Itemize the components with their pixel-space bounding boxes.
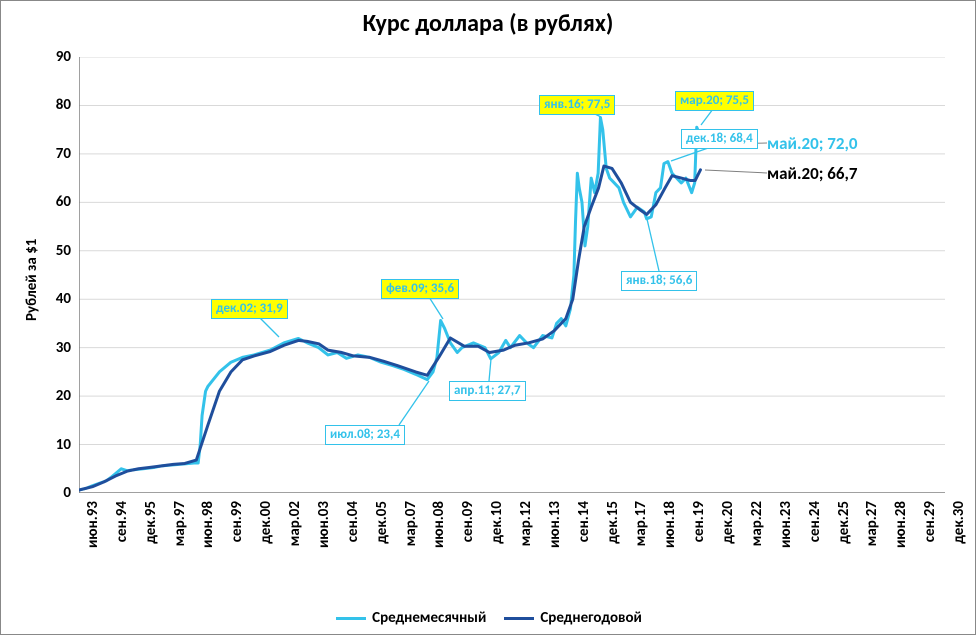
x-tick-label: дек.95 (142, 501, 160, 561)
y-axis-label: Рублей за $1 (23, 239, 41, 321)
legend-swatch (336, 617, 366, 620)
x-tick-label: мар.22 (748, 501, 766, 561)
plot-area (79, 57, 945, 493)
x-tick-label: июн.28 (892, 501, 910, 561)
data-callout: янв.18; 56,6 (621, 271, 697, 291)
data-callout: дек.18; 68,4 (681, 129, 758, 149)
series-end-label: май.20; 72,0 (767, 133, 858, 154)
data-callout: янв.16; 77,5 (539, 95, 615, 115)
x-tick-label: мар.27 (863, 501, 881, 561)
x-tick-label: дек.00 (257, 501, 275, 561)
data-callout: апр.11; 27,7 (449, 381, 526, 401)
x-tick-label: дек.05 (373, 501, 391, 561)
x-tick-label: мар.12 (517, 501, 535, 561)
x-tick-label: мар.97 (171, 501, 189, 561)
y-tick-label: 50 (56, 242, 71, 260)
x-tick-label: сен.99 (228, 501, 246, 561)
x-tick-label: мар.02 (286, 501, 304, 561)
legend-swatch (504, 617, 534, 620)
legend-item: Среднегодовой (504, 609, 642, 627)
x-tick-label: дек.15 (604, 501, 622, 561)
legend-label: Среднемесячный (372, 609, 486, 627)
x-tick-label: мар.17 (632, 501, 650, 561)
x-tick-label: дек.25 (835, 501, 853, 561)
y-tick-label: 40 (56, 290, 71, 308)
x-tick-label: июн.08 (430, 501, 448, 561)
x-tick-label: июн.93 (84, 501, 102, 561)
data-callout: июл.08; 23,4 (325, 425, 405, 445)
x-tick-label: июн.03 (315, 501, 333, 561)
chart-container: Курс доллара (в рублях) Рублей за $1 июн… (0, 0, 976, 635)
legend: Среднемесячный Среднегодовой (1, 609, 976, 627)
x-tick-label: июн.23 (777, 501, 795, 561)
x-tick-label: мар.07 (402, 501, 420, 561)
series-end-label: май.20; 66,7 (767, 163, 858, 184)
x-tick-label: дек.30 (950, 501, 968, 561)
y-tick-label: 60 (56, 193, 71, 211)
x-tick-label: сен.29 (921, 501, 939, 561)
y-tick-label: 80 (56, 96, 71, 114)
legend-item: Среднемесячный (336, 609, 486, 627)
y-tick-label: 70 (56, 145, 71, 163)
legend-label: Среднегодовой (540, 609, 642, 627)
x-tick-label: дек.10 (488, 501, 506, 561)
x-tick-label: сен.09 (459, 501, 477, 561)
x-tick-label: июн.18 (661, 501, 679, 561)
y-tick-label: 10 (56, 436, 71, 454)
x-tick-label: июн.98 (199, 501, 217, 561)
x-tick-label: сен.19 (690, 501, 708, 561)
y-tick-label: 90 (56, 48, 71, 66)
x-tick-label: сен.24 (806, 501, 824, 561)
y-tick-label: 0 (63, 484, 71, 502)
x-tick-label: сен.14 (575, 501, 593, 561)
x-tick-label: июн.13 (546, 501, 564, 561)
y-tick-label: 30 (56, 339, 71, 357)
chart-title: Курс доллара (в рублях) (1, 9, 975, 38)
x-tick-label: сен.04 (344, 501, 362, 561)
y-tick-label: 20 (56, 387, 71, 405)
x-tick-label: дек.20 (719, 501, 737, 561)
data-callout: фев.09; 35,6 (381, 279, 459, 299)
data-callout: дек.02; 31,9 (211, 299, 288, 319)
data-callout: мар.20; 75,5 (675, 91, 754, 111)
x-tick-label: сен.94 (113, 501, 131, 561)
